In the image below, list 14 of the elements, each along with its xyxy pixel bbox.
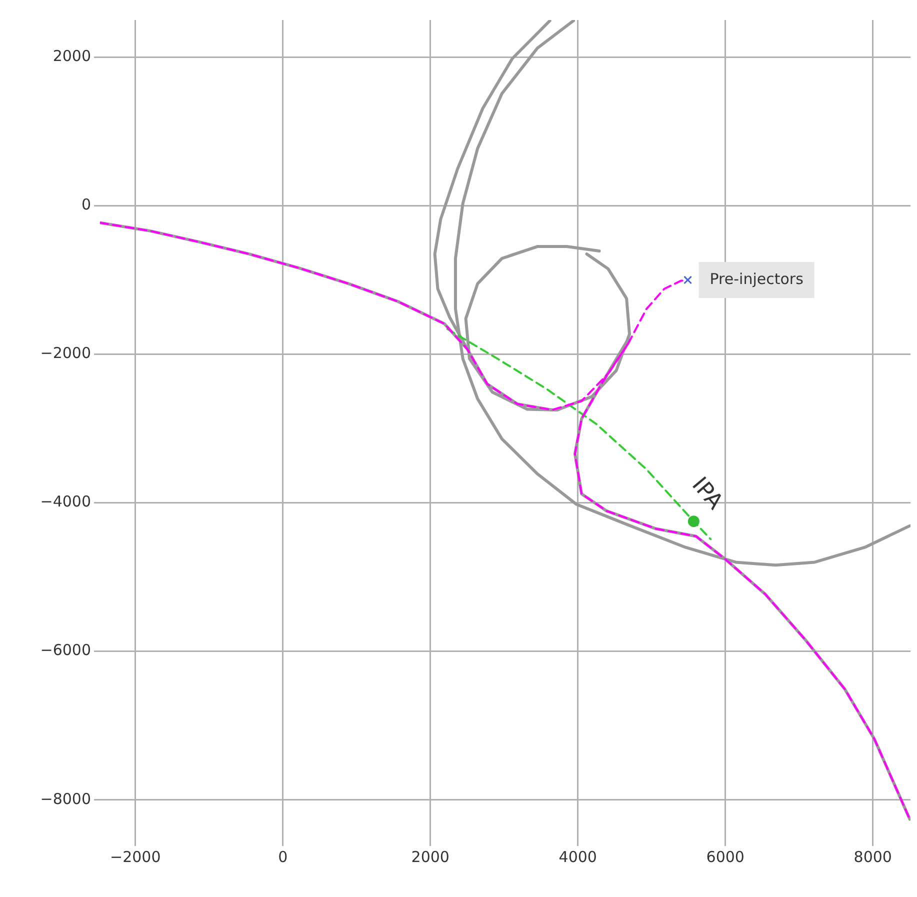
annotation: IPA [686, 472, 728, 514]
x-tick-label: 6000 [706, 848, 744, 866]
x-tick-label: 0 [278, 848, 288, 866]
annotation: Pre-injectors [710, 270, 804, 288]
x-tick-label: 4000 [558, 848, 597, 866]
x-tick-label: −2000 [110, 848, 161, 866]
y-tick-label: −6000 [40, 641, 91, 660]
y-tick-label: −8000 [40, 790, 91, 808]
x-tick-label: 8000 [854, 848, 892, 866]
y-tick-label: −4000 [40, 492, 91, 511]
y-tick-label: 2000 [52, 47, 91, 66]
x-tick-label: 2000 [411, 848, 450, 866]
y-tick-label: 0 [81, 196, 91, 214]
y-tick-label: −2000 [40, 344, 91, 362]
